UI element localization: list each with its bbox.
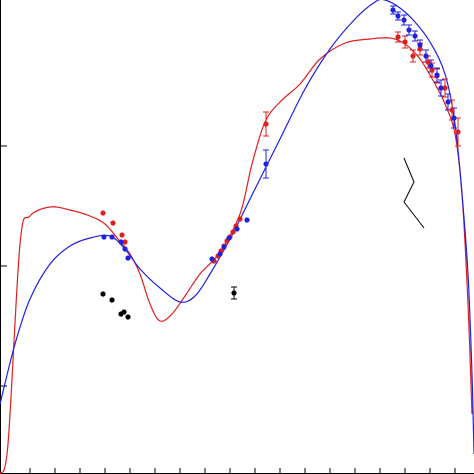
blue-data-point-7 [217,251,223,257]
blue-data-point-15 [406,27,412,33]
red-data-point-3 [122,239,128,245]
blue-data-point-1 [109,234,115,240]
blue-data-point-9 [226,235,232,241]
annotation-layer [403,157,425,229]
blue-data-point-18 [423,53,429,59]
blue-data-point-21 [438,85,444,91]
red-data-point-0 [100,210,106,216]
blue-data-point-0 [101,234,107,240]
red-data-point-19 [429,67,435,73]
red-data-point-11 [230,229,236,235]
blue-data-point-11 [244,217,250,223]
black-data-point-4 [125,314,131,320]
black-data-point-1 [109,297,115,303]
red-data-point-15 [402,39,408,45]
black-data-point-0 [100,291,106,297]
red-data-point-17 [417,46,423,52]
red-data-point-14 [395,34,401,40]
red-model-curve [0,37,473,474]
blue-data-point-12 [390,7,396,13]
red-data-point-4 [263,121,269,127]
blue-data-point-10 [234,226,240,232]
lightning-icon [403,157,425,229]
blue-data-point-13 [395,13,401,19]
y-ticks [0,145,7,387]
blue-data-point-23 [451,115,457,121]
x-ticks [29,468,456,474]
blue-data-point-2 [118,239,124,245]
red-data-point-16 [410,53,416,59]
black-data-point-5 [231,290,237,296]
error-bars [231,5,461,300]
blue-data-point-22 [445,99,451,105]
red-data-point-2 [119,232,125,238]
blue-data-point-16 [412,33,418,39]
blue-data-point-8 [221,244,227,250]
data-points [100,7,461,320]
red-data-point-23 [455,129,461,135]
red-data-point-21 [442,85,448,91]
blue-data-point-6 [209,256,215,262]
black-data-point-3 [121,309,127,315]
blue-data-point-4 [125,255,131,261]
red-data-point-1 [110,220,116,226]
red-data-point-13 [237,216,243,222]
blue-data-point-3 [122,246,128,252]
blue-data-point-19 [428,63,434,69]
red-data-point-22 [449,107,455,113]
blue-data-point-20 [434,72,440,78]
blue-data-point-14 [401,17,407,23]
red-data-point-18 [425,59,431,65]
blue-data-point-17 [417,42,423,48]
blue-data-point-5 [263,161,269,167]
